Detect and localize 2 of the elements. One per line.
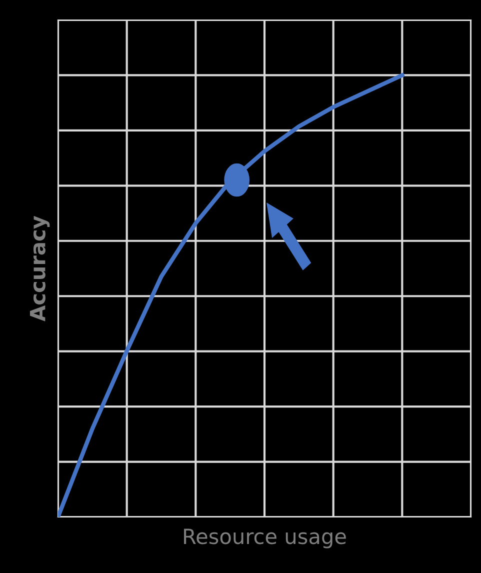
y-axis-title: Accuracy	[30, 216, 50, 322]
x-axis-title: Resource usage	[184, 528, 346, 548]
